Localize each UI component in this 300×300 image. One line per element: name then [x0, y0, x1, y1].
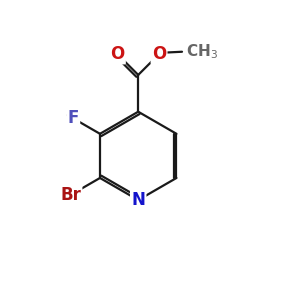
Text: O: O	[152, 45, 166, 63]
Text: F: F	[68, 109, 79, 127]
Text: Br: Br	[60, 186, 81, 204]
Text: CH$_3$: CH$_3$	[185, 42, 218, 61]
Text: O: O	[110, 45, 124, 63]
Text: N: N	[131, 191, 145, 209]
